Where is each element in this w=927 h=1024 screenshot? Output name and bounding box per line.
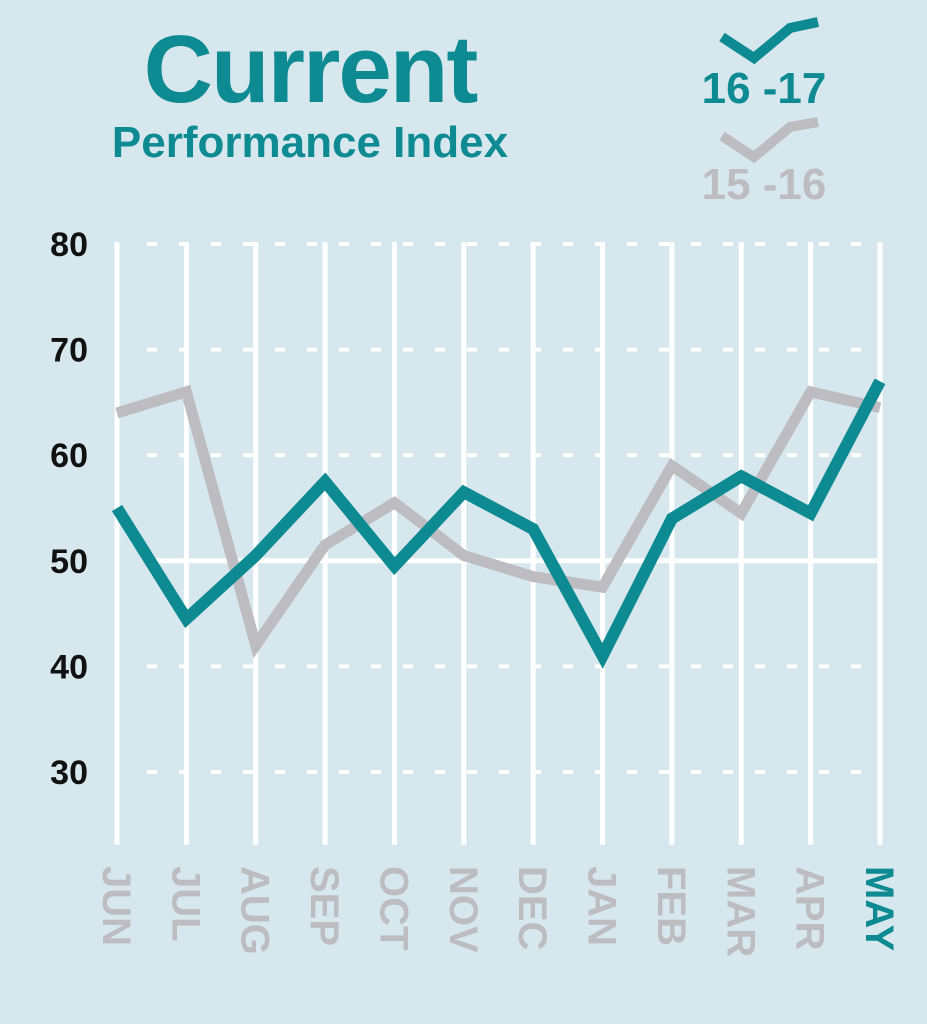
legend: 16 -17 15 -16 [702, 17, 827, 209]
legend-label-16-17: 16 -17 [702, 64, 827, 113]
x-tick-label: SEP [302, 866, 346, 946]
y-tick-label: 30 [50, 754, 88, 792]
legend-label-15-16: 15 -16 [702, 160, 827, 209]
x-tick-label: JAN [580, 866, 624, 946]
chart-title: Current [144, 16, 478, 123]
x-tick-label: AUG [233, 866, 277, 955]
x-tick-label: MAY [857, 866, 901, 952]
x-tick-label: DEC [510, 866, 554, 950]
y-tick-label: 60 [50, 437, 88, 475]
series-line-15-16 [115, 384, 882, 659]
x-tick-label: OCT [371, 866, 415, 950]
x-tick-label: JUN [94, 866, 138, 946]
x-tick-label: JUL [163, 866, 207, 942]
chart-subtitle: Performance Index [112, 118, 509, 167]
x-tick-label: APR [788, 866, 832, 951]
legend-swatch-16-17 [719, 17, 820, 65]
y-tick-label: 80 [50, 226, 88, 264]
x-tick-label: MAR [718, 866, 762, 957]
y-tick-label: 50 [50, 543, 88, 581]
x-tick-label: NOV [441, 866, 485, 953]
series-line-16-17 [111, 378, 886, 669]
x-tick-label: FEB [649, 866, 693, 946]
y-tick-label: 70 [50, 332, 88, 370]
y-tick-label: 40 [50, 648, 88, 686]
legend-swatch-15-16 [719, 117, 819, 164]
